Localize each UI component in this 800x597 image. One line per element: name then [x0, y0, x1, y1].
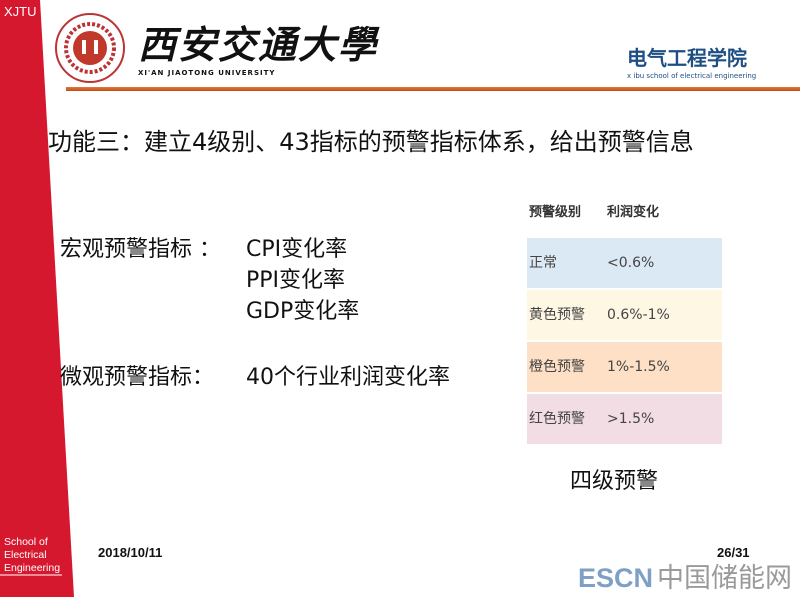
change-cell: 0.6%-1% — [607, 307, 670, 323]
university-name-en: XI'AN JIAOTONG UNIVERSITY — [138, 69, 276, 77]
table-row: 正常 <0.6% — [527, 238, 722, 288]
school-label: School of Electrical Engineering — [4, 536, 60, 575]
macro-item: CPI变化率 — [246, 237, 348, 262]
university-seal-logo — [55, 13, 125, 83]
header-rule — [66, 87, 800, 91]
footer-date: 2018/10/11 — [98, 545, 163, 560]
macro-item: PPI变化率 — [246, 268, 346, 293]
table-header: 预警级别 利润变化 — [527, 205, 722, 235]
change-cell: 1%-1.5% — [607, 359, 670, 375]
macro-label: 宏观预警指标 ： — [60, 237, 221, 262]
watermark-name: 中国储能网 — [657, 563, 792, 593]
change-cell: <0.6% — [607, 255, 655, 271]
table-row: 红色预警 >1.5% — [527, 394, 722, 444]
warning-level-table: 预警级别 利润变化 正常 <0.6% 黄色预警 0.6%-1% 橙色预警 1%-1.5… — [527, 205, 722, 446]
level-cell: 橙色预警 — [529, 359, 585, 375]
watermark-brand: ESCN — [577, 563, 653, 593]
table-row: 橙色预警 1%-1.5% — [527, 342, 722, 392]
level-cell: 红色预警 — [529, 411, 585, 427]
watermark: ESCN 中国储能网 — [578, 563, 792, 594]
level-cell: 正常 — [529, 255, 557, 271]
school-line: Electrical — [4, 549, 47, 561]
xjtu-badge: XJTU — [4, 4, 37, 19]
micro-label: 微观预警指标： — [60, 365, 215, 390]
school-name-cn: 电气工程学院 — [627, 46, 747, 70]
slide-title: 功能三：建立4级别、43指标的预警指标体系，给出预警信息 — [48, 128, 694, 156]
page-number: 26/31 — [717, 545, 750, 560]
school-line: Engineering — [4, 562, 61, 574]
header-level: 预警级别 — [529, 205, 582, 220]
table-row: 黄色预警 0.6%-1% — [527, 290, 722, 340]
table-caption: 四级预警 — [570, 469, 659, 494]
micro-value: 40个行业利润变化率 — [246, 365, 450, 390]
red-sidebar — [0, 0, 74, 597]
header-change: 利润变化 — [607, 205, 660, 220]
macro-item: GDP变化率 — [246, 299, 360, 324]
school-line: School of — [4, 536, 48, 548]
school-name-en: x ibu school of electrical engineering — [627, 72, 757, 80]
change-cell: >1.5% — [607, 411, 655, 427]
university-name-cn: 西安交通大學 — [138, 22, 379, 67]
level-cell: 黄色预警 — [529, 307, 585, 323]
